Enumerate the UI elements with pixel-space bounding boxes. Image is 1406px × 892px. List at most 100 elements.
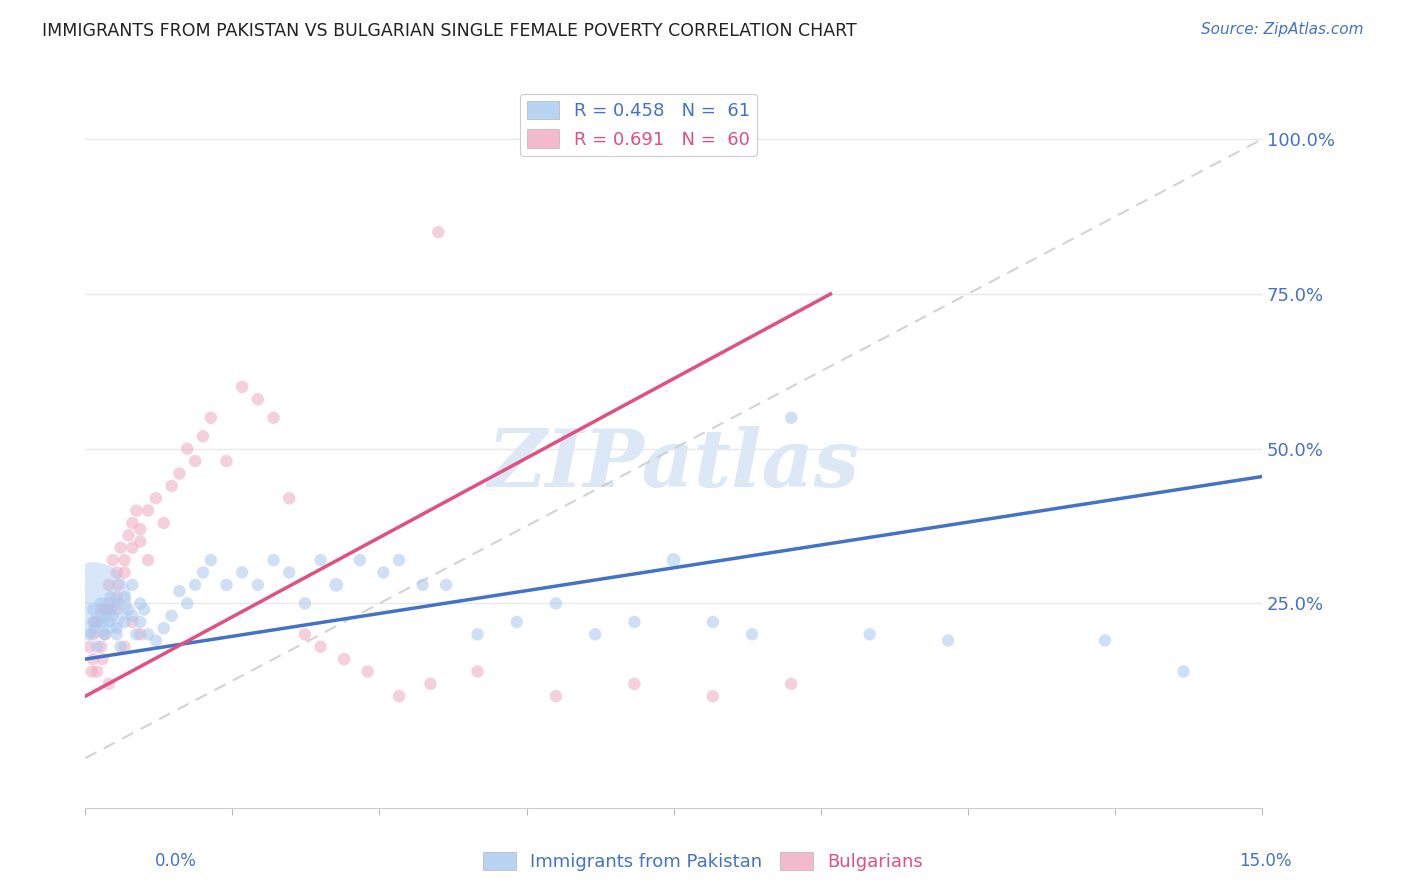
Point bbox=[200, 553, 222, 567]
Point bbox=[145, 491, 167, 506]
Point bbox=[97, 677, 120, 691]
Point bbox=[388, 553, 411, 567]
Point bbox=[105, 627, 128, 641]
Point bbox=[544, 690, 567, 704]
Point bbox=[152, 516, 174, 530]
Point bbox=[125, 627, 148, 641]
Point bbox=[105, 621, 128, 635]
Point bbox=[544, 596, 567, 610]
Point bbox=[231, 566, 253, 580]
Point bbox=[114, 566, 136, 580]
Point bbox=[373, 566, 395, 580]
Legend: Immigrants from Pakistan, Bulgarians: Immigrants from Pakistan, Bulgarians bbox=[475, 845, 931, 879]
Point bbox=[82, 593, 104, 607]
Point bbox=[86, 665, 108, 679]
Point bbox=[623, 677, 645, 691]
Point bbox=[97, 578, 120, 592]
Point bbox=[80, 665, 103, 679]
Point bbox=[309, 553, 332, 567]
Point bbox=[231, 380, 253, 394]
Point bbox=[702, 690, 724, 704]
Point bbox=[82, 627, 104, 641]
Point bbox=[114, 640, 136, 654]
Point bbox=[100, 602, 122, 616]
Point bbox=[117, 528, 139, 542]
Point bbox=[107, 596, 129, 610]
Point bbox=[110, 541, 132, 555]
Point bbox=[114, 553, 136, 567]
Point bbox=[702, 615, 724, 629]
Point bbox=[506, 615, 529, 629]
Point bbox=[215, 578, 238, 592]
Point bbox=[246, 578, 269, 592]
Point bbox=[176, 596, 198, 610]
Point bbox=[129, 522, 152, 536]
Point bbox=[780, 677, 803, 691]
Point bbox=[82, 602, 104, 616]
Point bbox=[77, 627, 100, 641]
Point bbox=[215, 454, 238, 468]
Point bbox=[129, 615, 152, 629]
Point bbox=[859, 627, 882, 641]
Text: ZIPatlas: ZIPatlas bbox=[488, 425, 859, 503]
Point bbox=[94, 627, 117, 641]
Point bbox=[1094, 633, 1116, 648]
Point bbox=[184, 454, 207, 468]
Point bbox=[114, 591, 136, 605]
Point bbox=[309, 640, 332, 654]
Point bbox=[101, 553, 124, 567]
Point bbox=[97, 602, 120, 616]
Point bbox=[278, 566, 301, 580]
Point bbox=[169, 467, 191, 481]
Point bbox=[191, 429, 214, 443]
Point bbox=[741, 627, 763, 641]
Point bbox=[333, 652, 356, 666]
Point bbox=[86, 640, 108, 654]
Point bbox=[101, 608, 124, 623]
Point bbox=[662, 553, 685, 567]
Point bbox=[191, 566, 214, 580]
Point bbox=[90, 596, 112, 610]
Point bbox=[936, 633, 959, 648]
Point bbox=[94, 602, 117, 616]
Point bbox=[160, 608, 183, 623]
Text: 0.0%: 0.0% bbox=[155, 852, 197, 870]
Point bbox=[136, 503, 159, 517]
Point bbox=[107, 578, 129, 592]
Text: IMMIGRANTS FROM PAKISTAN VS BULGARIAN SINGLE FEMALE POVERTY CORRELATION CHART: IMMIGRANTS FROM PAKISTAN VS BULGARIAN SI… bbox=[42, 22, 856, 40]
Point bbox=[82, 615, 104, 629]
Point bbox=[152, 621, 174, 635]
Point bbox=[325, 578, 347, 592]
Point bbox=[200, 410, 222, 425]
Point bbox=[176, 442, 198, 456]
Point bbox=[467, 627, 489, 641]
Point bbox=[134, 602, 156, 616]
Point bbox=[114, 615, 136, 629]
Text: Source: ZipAtlas.com: Source: ZipAtlas.com bbox=[1201, 22, 1364, 37]
Point bbox=[97, 615, 120, 629]
Point bbox=[125, 503, 148, 517]
Point bbox=[90, 608, 112, 623]
Point bbox=[129, 596, 152, 610]
Point bbox=[121, 541, 143, 555]
Point bbox=[110, 640, 132, 654]
Point bbox=[90, 602, 112, 616]
Point bbox=[136, 553, 159, 567]
Point bbox=[121, 516, 143, 530]
Point bbox=[427, 225, 450, 239]
Point bbox=[100, 591, 122, 605]
Point bbox=[121, 578, 143, 592]
Point bbox=[357, 665, 380, 679]
Point bbox=[90, 640, 112, 654]
Point bbox=[82, 652, 104, 666]
Point bbox=[83, 615, 105, 629]
Point bbox=[91, 652, 114, 666]
Point bbox=[294, 627, 316, 641]
Point bbox=[83, 621, 105, 635]
Point bbox=[623, 615, 645, 629]
Point bbox=[145, 633, 167, 648]
Point bbox=[136, 627, 159, 641]
Point bbox=[121, 608, 143, 623]
Point bbox=[263, 410, 285, 425]
Point bbox=[349, 553, 371, 567]
